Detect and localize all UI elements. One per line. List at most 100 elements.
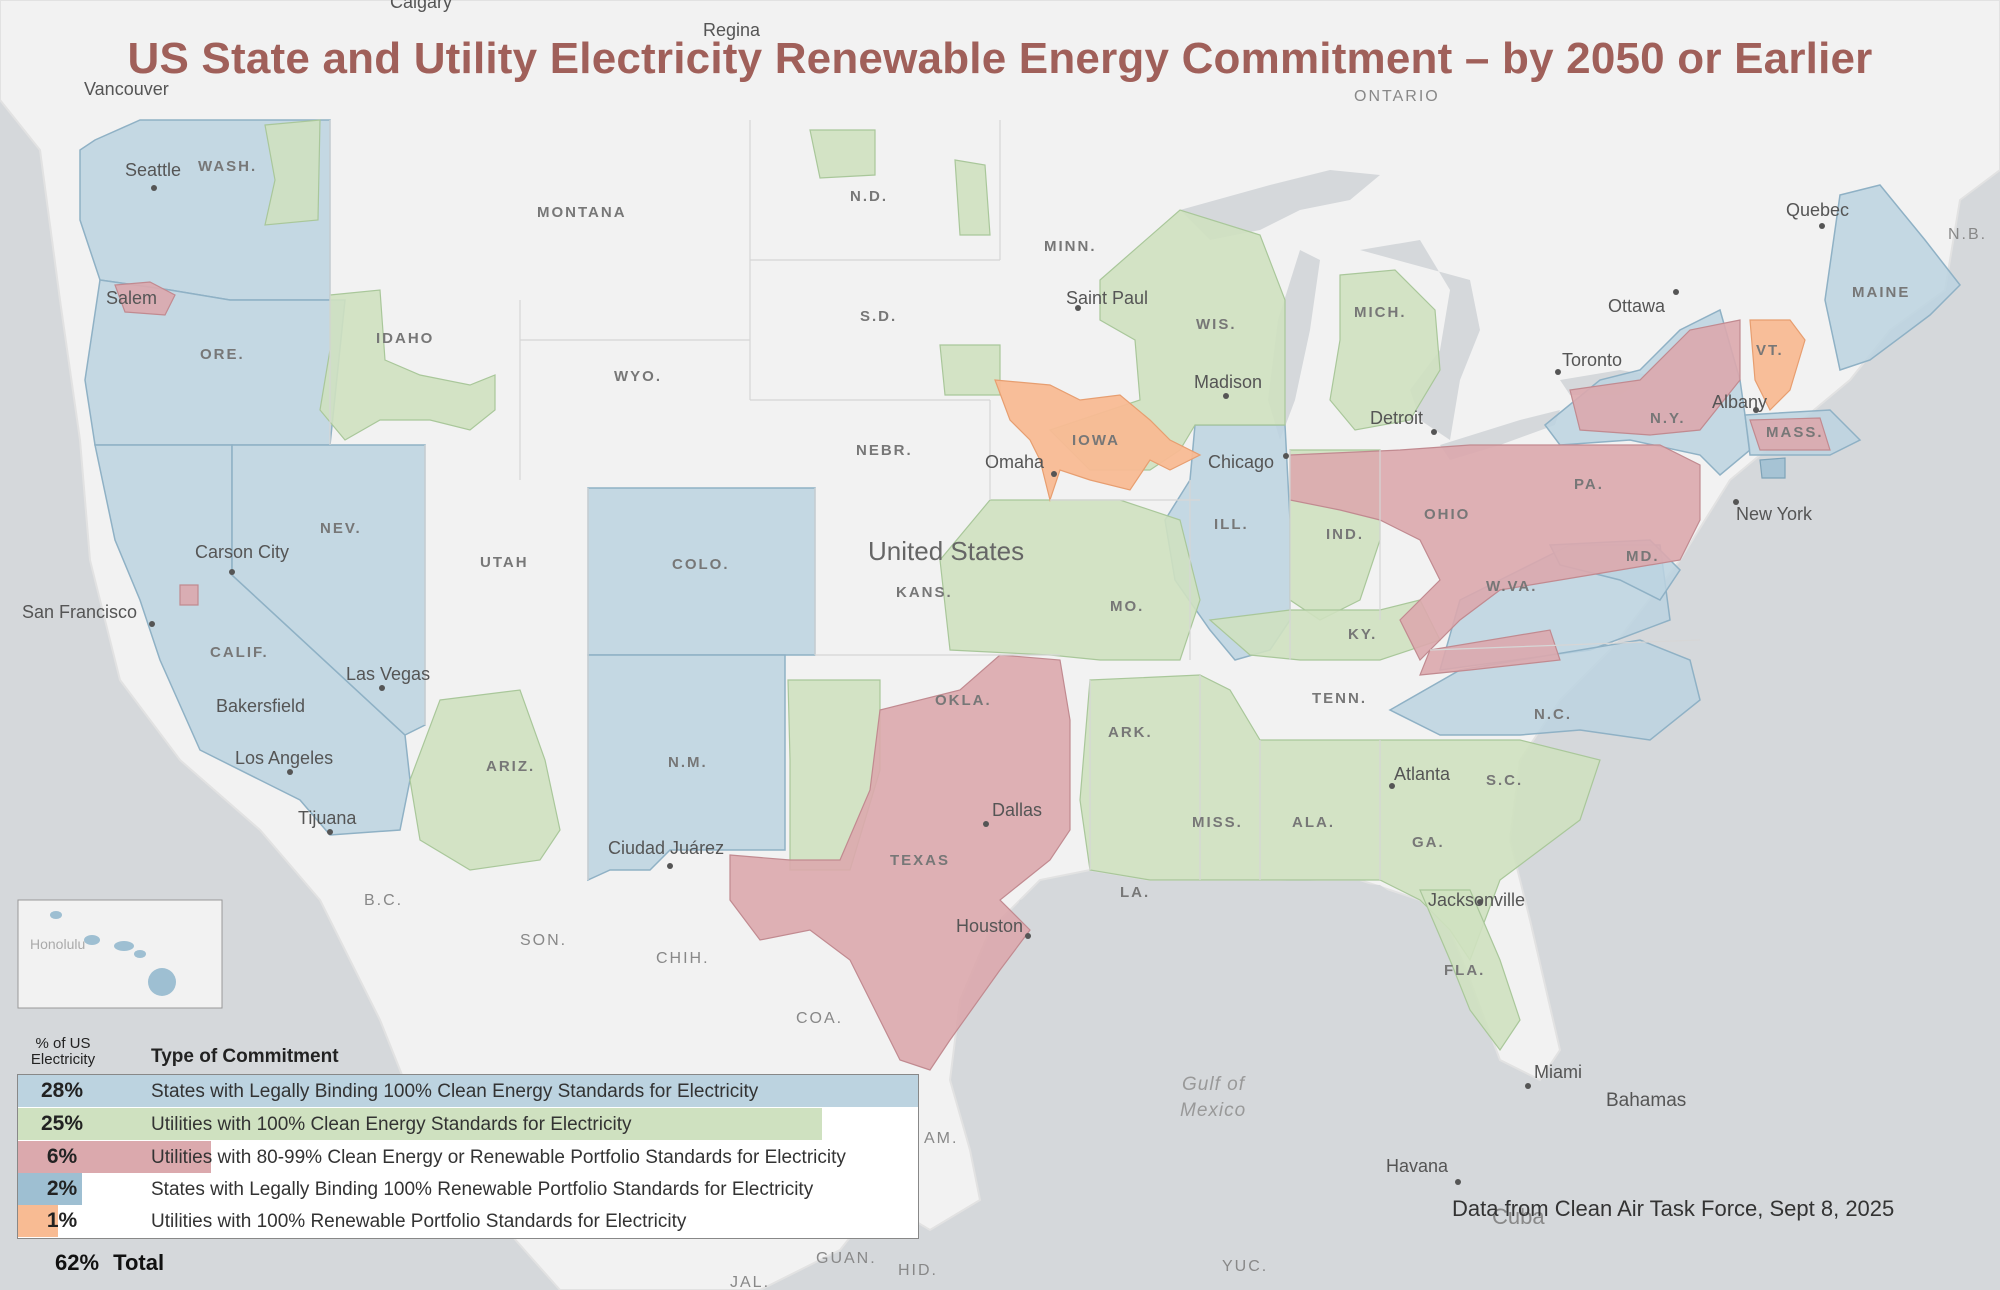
label-jacksonville: Jacksonville	[1428, 890, 1526, 910]
city-marker	[1455, 1179, 1461, 1185]
mass-utility	[1749, 417, 1831, 451]
legend-row: 1% Utilities with 100% Renewable Portfol…	[18, 1205, 918, 1237]
city-marker	[1819, 223, 1825, 229]
label-nm: N.M.	[668, 754, 708, 771]
gulf-of-mexico	[975, 880, 1450, 1160]
label-seattle: Seattle	[125, 160, 182, 180]
label-miss: MISS.	[1192, 814, 1243, 831]
label-md: MD.	[1626, 548, 1660, 565]
legend-label: States with Legally Binding 100% Clean E…	[151, 1081, 759, 1102]
legend-header-pct: % of US Electricity	[30, 1035, 96, 1068]
label-montana: MONTANA	[537, 204, 627, 221]
label-mo: MO.	[1110, 598, 1145, 615]
legend-bar	[18, 1141, 211, 1173]
idaho-utility	[319, 289, 496, 441]
label-sd: S.D.	[860, 308, 898, 325]
minnesota-utility	[954, 159, 991, 236]
ohio-pa-utility	[1289, 444, 1701, 662]
label-albany: Albany	[1712, 392, 1768, 412]
label-gulf-of: Gulf of	[1182, 1074, 1245, 1095]
legend-row: 28% States with Legally Binding 100% Cle…	[18, 1075, 918, 1107]
label-quebec: Quebec	[1786, 200, 1850, 220]
legend-bar	[18, 1205, 58, 1237]
island	[84, 935, 100, 945]
city-marker	[229, 569, 235, 575]
binding-clean-states	[79, 119, 1961, 882]
legend-label: Utilities with 80-99% Clean Energy or Re…	[151, 1147, 846, 1168]
label-ky: KY.	[1348, 626, 1378, 643]
label-ala: ALA.	[1292, 814, 1335, 831]
label-wash: WASH.	[198, 158, 258, 175]
label-toronto: Toronto	[1562, 350, 1623, 370]
label-maine: MAINE	[1852, 284, 1911, 301]
legend-pct: 6%	[46, 1145, 78, 1168]
label-nd: N.D.	[850, 188, 888, 205]
city-marker	[1733, 499, 1739, 505]
label-calgary: Calgary	[390, 0, 453, 12]
label-regina: Regina	[703, 20, 761, 40]
nd-utility	[809, 129, 876, 179]
legend-pct: 1%	[46, 1209, 78, 1232]
label-nebr: NEBR.	[856, 442, 913, 459]
utility-80-99-areas	[114, 281, 1831, 1071]
lake-superior	[1180, 170, 1380, 240]
label-dallas: Dallas	[992, 800, 1043, 820]
label-ottawa: Ottawa	[1608, 296, 1666, 316]
legend-label: Utilities with 100% Clean Energy Standar…	[151, 1114, 632, 1135]
label-madison: Madison	[1194, 372, 1263, 392]
city-marker	[667, 863, 673, 869]
city-marker	[1477, 899, 1483, 905]
legend-pct: 28%	[40, 1079, 84, 1102]
florida-utility	[1419, 889, 1521, 1052]
salem-utility	[114, 281, 176, 316]
label-chih: CHIH.	[656, 950, 710, 967]
city-marker	[1525, 1083, 1531, 1089]
rhode-island-fill	[1759, 457, 1786, 479]
label-ark: ARK.	[1108, 724, 1153, 741]
legend-box: 28% States with Legally Binding 100% Cle…	[17, 1074, 919, 1239]
label-am: AM.	[924, 1130, 959, 1147]
label-bakersfield: Bakersfield	[216, 696, 306, 716]
city-marker	[1389, 783, 1395, 789]
label-tenn: TENN.	[1312, 690, 1367, 707]
city-marker	[379, 685, 385, 691]
label-utah: UTAH	[480, 554, 529, 571]
legend-pct: 25%	[40, 1112, 84, 1135]
legend-label: States with Legally Binding 100% Renewab…	[151, 1179, 814, 1200]
label-ny: N.Y.	[1650, 410, 1686, 427]
legend-bar	[18, 1108, 822, 1140]
label-havana: Havana	[1386, 1156, 1449, 1176]
label-chicago: Chicago	[1208, 452, 1275, 472]
label-ariz: ARIZ.	[486, 758, 536, 775]
label-miami: Miami	[1534, 1062, 1582, 1082]
label-calif: CALIF.	[210, 644, 269, 661]
sd-utility	[939, 344, 1001, 396]
map-title: US State and Utility Electricity Renewab…	[127, 34, 1873, 83]
label-colo: COLO.	[672, 556, 730, 573]
label-carson-city: Carson City	[195, 542, 290, 562]
label-son: SON.	[520, 932, 568, 949]
city-marker	[1555, 369, 1561, 375]
label-nb: N.B.	[1948, 226, 1988, 243]
label-mass: MASS.	[1766, 424, 1824, 441]
washington-utility	[264, 119, 321, 226]
city-marker	[151, 185, 157, 191]
label-texas: TEXAS	[890, 852, 951, 869]
label-saint-paul: Saint Paul	[1066, 288, 1149, 308]
label-iowa: IOWA	[1072, 432, 1120, 449]
label-sc: S.C.	[1486, 772, 1524, 789]
label-coa: COA.	[796, 1010, 844, 1027]
label-las-vegas: Las Vegas	[346, 664, 431, 684]
city-marker	[287, 769, 293, 775]
hawaii-inset	[17, 899, 223, 1009]
binding-rps-states	[1759, 457, 1786, 479]
legend-header-type: Type of Commitment	[151, 1046, 339, 1067]
legend-total-label: Total	[113, 1250, 165, 1275]
label-ill: ILL.	[1214, 516, 1249, 533]
city-marker	[149, 621, 155, 627]
utility-clean-areas	[264, 119, 1601, 1052]
label-salem: Salem	[106, 288, 158, 308]
label-minn: MINN.	[1044, 238, 1097, 255]
label-new-york: New York	[1736, 504, 1813, 524]
